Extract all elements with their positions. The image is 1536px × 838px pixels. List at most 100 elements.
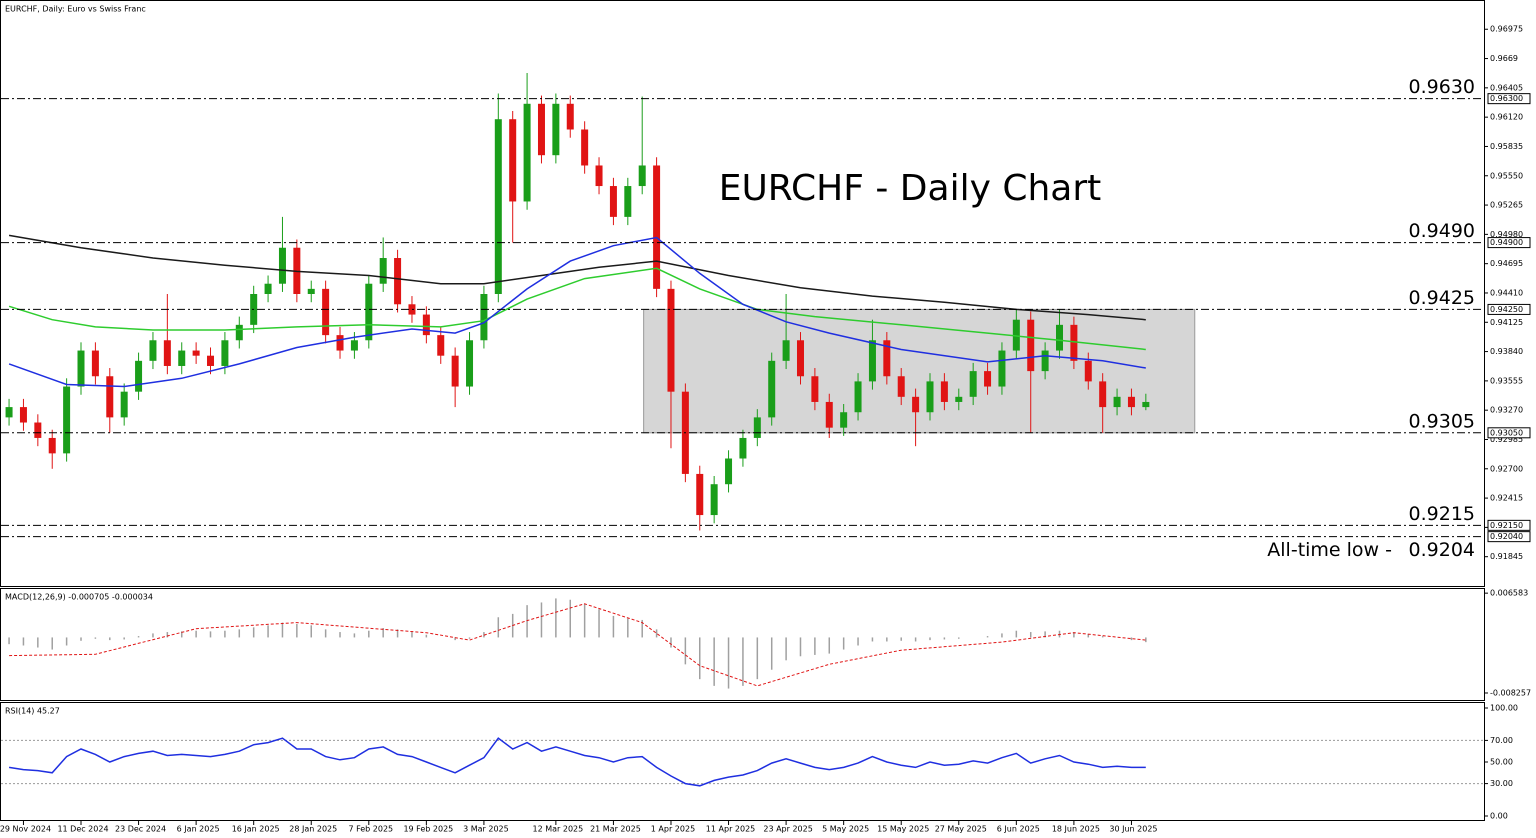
candle-body: [638, 165, 646, 187]
candle-body: [135, 360, 143, 392]
y-tick-label: 0.96405: [1490, 83, 1523, 92]
candle-body: [350, 340, 358, 351]
moving-average: [8, 234, 1146, 321]
price-tag: 0.94250: [1490, 305, 1523, 314]
candle-body: [1056, 324, 1064, 351]
candle-body: [5, 407, 13, 418]
level-label: 0.9630: [1409, 76, 1475, 98]
candle-body: [106, 376, 114, 418]
level-label: 0.9204: [1409, 539, 1475, 561]
candle-body: [998, 350, 1006, 387]
candle-body: [840, 412, 848, 428]
candle-body: [926, 381, 934, 413]
y-tick-label: 0.94695: [1490, 259, 1523, 268]
symbol-label: EURCHF, Daily: Euro vs Swiss Franc: [5, 5, 146, 14]
candle-body: [379, 258, 387, 284]
candle-body: [34, 422, 42, 438]
candle-body: [307, 288, 315, 294]
chart-title: EURCHF - Daily Chart: [719, 168, 1102, 209]
candle-body: [595, 165, 603, 187]
macd-label: MACD(12,26,9) -0.000705 -0.000034: [5, 593, 153, 602]
macd-pane: [0, 588, 1485, 701]
y-tick-label: 30.00: [1490, 779, 1513, 788]
candle-body: [537, 103, 545, 156]
candle-body: [753, 417, 761, 438]
candle-body: [221, 340, 229, 366]
candle-body: [1012, 319, 1020, 351]
candle-body: [192, 350, 200, 356]
x-tick-label: 21 Mar 2025: [590, 825, 641, 834]
level-label: 0.9305: [1409, 410, 1475, 432]
candle-body: [782, 340, 790, 361]
y-tick-label: 0.94410: [1490, 288, 1523, 297]
candle-body: [437, 335, 445, 356]
x-tick-label: 1 Apr 2025: [651, 825, 695, 834]
price-tag: 0.92150: [1490, 521, 1523, 530]
y-tick-label: 0.94125: [1490, 318, 1523, 327]
x-tick-label: 5 May 2025: [822, 825, 869, 834]
candle-body: [466, 340, 474, 387]
candle-body: [422, 314, 430, 336]
candle-body: [451, 355, 459, 387]
price-tag: 0.96300: [1490, 94, 1523, 103]
rsi-pane: [0, 702, 1485, 821]
candle-body: [1127, 396, 1135, 408]
candle-body: [696, 473, 704, 516]
price-tag-box: [1487, 303, 1531, 315]
candle-body: [77, 350, 85, 387]
candle-body: [235, 324, 243, 341]
candle-body: [1070, 324, 1078, 361]
y-tick-label: 0.93840: [1490, 347, 1523, 356]
x-tick-label: 28 Jan 2025: [289, 825, 337, 834]
candle-body: [940, 381, 948, 402]
rsi-label: RSI(14) 45.27: [5, 707, 60, 716]
candle-body: [1142, 401, 1150, 408]
moving-average: [8, 236, 1146, 388]
candle-body: [149, 340, 157, 361]
candle-body: [667, 288, 675, 392]
candle-body: [609, 186, 617, 217]
x-tick-label: 27 May 2025: [935, 825, 987, 834]
y-tick-label: 0.96975: [1490, 25, 1523, 34]
candle-body: [868, 340, 876, 382]
candle-body: [264, 283, 272, 294]
y-tick-label: 0.93270: [1490, 406, 1523, 415]
price-tag: 0.93050: [1490, 428, 1523, 437]
candle-body: [1041, 350, 1049, 372]
candle-body: [912, 396, 920, 413]
price-tag-box: [1487, 531, 1531, 543]
price-tag-box: [1487, 93, 1531, 105]
x-tick-label: 11 Dec 2024: [57, 825, 108, 834]
y-tick-label: 50.00: [1490, 758, 1513, 767]
candle-body: [278, 247, 286, 284]
x-tick-label: 23 Dec 2024: [115, 825, 166, 834]
candle-body: [1113, 396, 1121, 408]
candle-body: [768, 360, 776, 418]
candle-body: [984, 371, 992, 387]
x-tick-label: 6 Jun 2025: [997, 825, 1040, 834]
y-tick-label: 0.95265: [1490, 201, 1523, 210]
candle-body: [581, 129, 589, 166]
price-tag-box: [1487, 519, 1531, 531]
candle-body: [48, 437, 56, 454]
candle-body: [120, 391, 128, 418]
price-tag-box: [1487, 427, 1531, 439]
x-tick-label: 7 Feb 2025: [348, 825, 393, 834]
candle-body: [408, 304, 416, 315]
candle-body: [566, 103, 574, 130]
y-tick-label: 70.00: [1490, 736, 1513, 745]
candle-body: [811, 376, 819, 402]
y-tick-label: 0.94980: [1490, 230, 1523, 239]
candle-body: [1099, 381, 1107, 408]
candle-body: [883, 340, 891, 377]
y-tick-label: 100.00: [1490, 704, 1518, 713]
price-tag-box: [1487, 237, 1531, 249]
price-tag: 0.92040: [1490, 532, 1523, 541]
y-tick-label: 0.95550: [1490, 171, 1523, 180]
level-label: 0.9425: [1409, 287, 1475, 309]
y-tick-label: 0.92985: [1490, 435, 1523, 444]
level-label: 0.9490: [1409, 220, 1475, 242]
y-tick-label: 0.91845: [1490, 552, 1523, 561]
level-label: 0.9215: [1409, 503, 1475, 525]
